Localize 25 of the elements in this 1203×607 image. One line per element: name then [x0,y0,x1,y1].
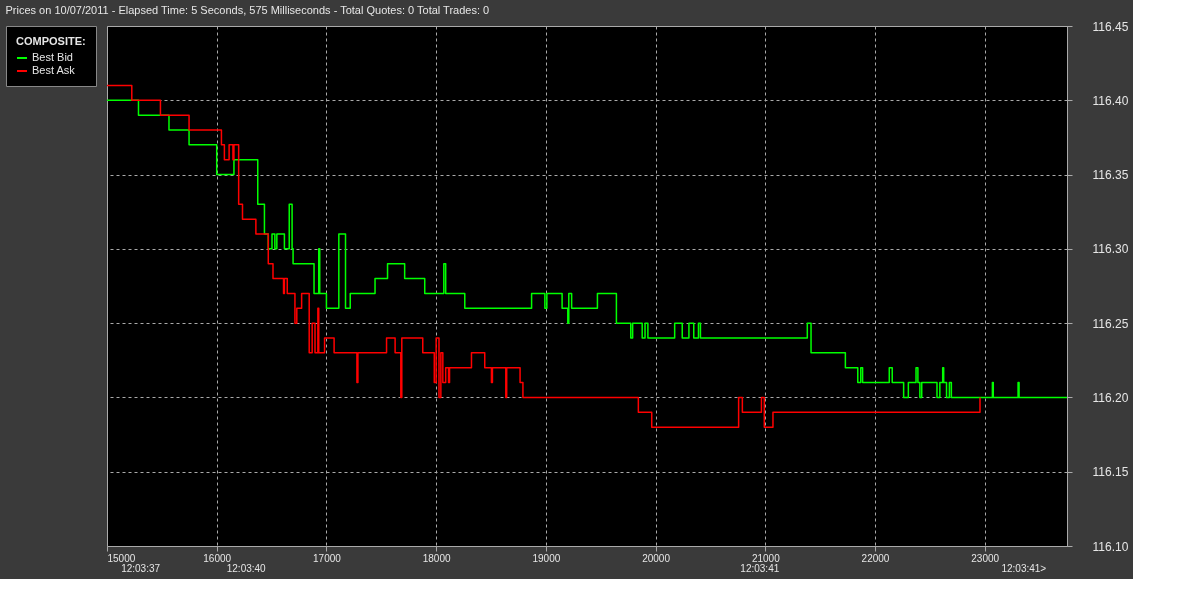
text: 12:03:37 [121,563,161,574]
text: 12:03:40 [226,563,267,574]
x-tick-label: 20000 [642,552,671,564]
x-tick-label: 23000 [971,552,1000,564]
x-tick-label: 15000 [107,552,136,564]
y-tick-label: 116.15 [1092,465,1129,480]
chart-title: Prices on 10/07/2011 - Elapsed Time: 5 Seconds, 575 Milliseconds - Total Quotes: 0 Total Trades: 0 [5,4,490,16]
x-tick-label: 16000 [203,552,232,564]
x-tick-label: 22000 [861,552,890,564]
y-tick-label: 116.25 [1092,316,1129,331]
x-tick-label: 19000 [532,552,561,564]
text: 12:03:41> [1001,563,1047,574]
y-tick-label: 116.35 [1092,168,1129,183]
y-tick-label: 116.40 [1092,93,1129,108]
y-tick-label: 116.45 [1092,19,1129,34]
x-tick-label: 21000 [751,552,781,564]
legend-label: Best Bid [32,51,73,63]
text: 12:03:41 [740,563,780,574]
legend-title: COMPOSITE: [16,35,86,47]
x-tick-label: 18000 [422,552,451,564]
y-tick-label: 116.30 [1092,242,1129,257]
y-tick-label: 116.20 [1092,390,1129,405]
x-tick-label: 17000 [313,552,342,564]
legend-label: Best Ask [32,64,76,76]
y-tick-label: 116.10 [1092,539,1129,554]
